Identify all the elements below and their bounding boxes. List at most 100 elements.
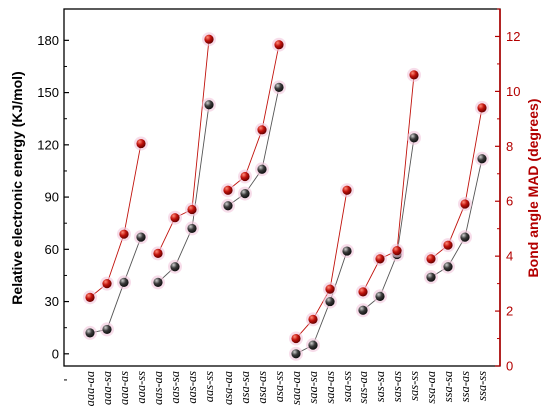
category-label: asa-aa <box>221 371 235 405</box>
data-markers <box>83 32 489 361</box>
y-tick-label: 60 <box>45 242 59 257</box>
mad-point <box>409 70 419 80</box>
mad-point <box>119 229 129 239</box>
energy-point <box>257 164 267 174</box>
energy-point <box>102 324 112 335</box>
mad-point <box>291 333 301 344</box>
y-tick-label: 180 <box>37 33 59 48</box>
energy-point <box>342 246 352 256</box>
energy-point <box>240 188 250 199</box>
mad-point <box>477 103 487 113</box>
y-tick-label: 90 <box>45 190 59 205</box>
category-label: aaa-ss <box>134 371 148 404</box>
mad-point <box>223 185 233 195</box>
mad-series-line <box>362 74 415 293</box>
y-tick-label: 150 <box>37 85 59 100</box>
category-label: ssa-as <box>458 371 472 402</box>
y2-axis-title: Bond angle MAD (degrees) <box>525 99 541 278</box>
energy-point <box>204 100 214 110</box>
mad-point <box>274 40 284 50</box>
y2-tick-label: 6 <box>506 194 513 209</box>
mad-point <box>170 213 180 223</box>
energy-point <box>375 291 385 301</box>
y2-tick-label: 8 <box>506 139 513 154</box>
category-label: aaa-aa <box>83 371 97 406</box>
y2-tick-label: 2 <box>506 304 513 319</box>
energy-point <box>358 305 368 315</box>
series-lines <box>89 39 483 355</box>
mad-point <box>308 314 318 324</box>
category-label: saa-ss <box>340 371 354 402</box>
mad-point <box>325 284 335 294</box>
y2-tick-label: 10 <box>506 84 520 99</box>
mad-point <box>358 287 368 297</box>
category-labels: aaa-aa aaa-sa aaa-as aaa-ss aas-aa aas-sa aas-… <box>83 371 489 407</box>
mad-point <box>443 240 453 250</box>
y-axis-title: Relative electronic energy (KJ/mol) <box>9 71 25 304</box>
mad-point <box>426 254 436 264</box>
category-label: aas-sa <box>168 371 182 404</box>
mad-series-line <box>430 107 483 260</box>
energy-point <box>291 349 301 359</box>
mad-series-line <box>227 44 280 191</box>
category-label: sas-ss <box>407 371 421 401</box>
mad-point <box>342 185 352 195</box>
category-label: ssa-ss <box>475 371 489 401</box>
category-label: sas-aa <box>356 371 370 404</box>
category-label: asa-ss <box>272 371 286 402</box>
category-label: asa-sa <box>238 371 252 404</box>
mad-series-line <box>157 39 210 254</box>
mad-point <box>240 171 250 182</box>
y-tick-label: 120 <box>37 137 59 152</box>
energy-point <box>136 232 146 242</box>
energy-point <box>187 223 197 234</box>
category-label: ssa-sa <box>441 371 455 402</box>
energy-point <box>153 277 163 288</box>
energy-point <box>85 328 95 338</box>
category-label: sas-as <box>390 371 404 402</box>
y-tick-label: 0 <box>52 346 59 361</box>
energy-point <box>308 340 318 350</box>
energy-point <box>443 262 453 272</box>
mad-series-line <box>89 143 142 298</box>
mad-point <box>136 138 146 149</box>
category-label: saa-aa <box>289 371 303 405</box>
energy-point <box>409 133 419 143</box>
mad-point <box>187 204 197 215</box>
category-label: asa-as <box>255 371 269 404</box>
energy-point <box>325 296 335 307</box>
mad-point <box>85 292 95 302</box>
category-label: aas-aa <box>151 371 165 405</box>
energy-series-line <box>89 236 142 334</box>
mad-point <box>102 279 112 289</box>
category-label: sas-sa <box>373 371 387 402</box>
energy-series-line <box>227 87 280 207</box>
y2-tick-label: 0 <box>506 359 513 374</box>
energy-point <box>223 201 233 211</box>
category-label: aaa-as <box>117 371 131 405</box>
energy-point <box>460 232 470 242</box>
mad-point <box>257 125 267 135</box>
energy-point <box>426 272 436 282</box>
category-label: aas-as <box>185 371 199 404</box>
mad-point <box>460 199 470 209</box>
mad-point <box>204 34 214 44</box>
category-label: aas-ss <box>202 371 216 402</box>
category-label: saa-sa <box>306 371 320 404</box>
energy-series-line <box>430 158 483 278</box>
energy-series-line <box>157 104 210 283</box>
category-label: ssa-aa <box>424 371 438 404</box>
category-label: saa-as <box>323 371 337 404</box>
energy-series-line <box>295 250 348 355</box>
energy-point <box>119 277 129 288</box>
plot-frame <box>63 8 501 367</box>
y2-tick-label: 4 <box>506 249 513 264</box>
energy-point <box>477 154 487 164</box>
energy-series-line <box>362 137 415 311</box>
left-axis: 0 30 60 90 120 150 180 <box>37 33 69 381</box>
y-tick-label: 30 <box>45 294 59 309</box>
mad-series-line <box>295 190 348 339</box>
energy-point <box>274 82 284 92</box>
y2-tick-label: 12 <box>506 29 520 44</box>
